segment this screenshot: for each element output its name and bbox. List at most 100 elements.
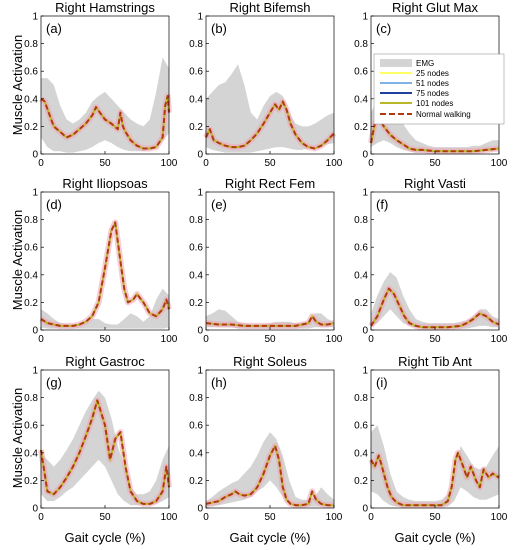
panel-8-ytick-label: 0.2: [189, 476, 203, 487]
panel-7-ytick-label: 1: [32, 366, 38, 377]
panel-1-emg-band: [41, 57, 169, 153]
panel-4: 0 0.2 0.4 0.6 0.8 1 0 50 100 Right Iliopsoas(d): [24, 176, 178, 345]
legend-label-75-nodes: 75 nodes: [416, 89, 449, 98]
panel-2-ytick-label: 1: [197, 12, 203, 23]
panel-9-ytick-label: 1: [362, 366, 368, 377]
panel-4-xtick-label: 50: [99, 334, 111, 345]
panel-3-ytick-label: 0.6: [354, 67, 368, 78]
panel-1-xtick-label: 100: [161, 158, 178, 169]
panel-6-panel-label: (f): [376, 197, 388, 212]
panel-7-ytick-label: 0.2: [24, 476, 38, 487]
panel-2-title: Right Bifemsh: [230, 0, 311, 15]
panel-6-line-normal-walking: [370, 287, 500, 329]
y-axis-label-row-3: Muscle Activation: [10, 388, 25, 488]
panel-2-panel-label: (b): [211, 21, 227, 36]
panel-1: 0 0.2 0.4 0.6 0.8 1 0 50 100 Right Hamstrings (a): [24, 0, 178, 169]
panel-4-ytick-label: 0.6: [24, 243, 38, 254]
panel-4-ytick-label: 0.2: [24, 298, 38, 309]
y-axis-label-row-2: Muscle Activation: [10, 210, 25, 310]
panel-8-panel-label: (h): [211, 375, 227, 390]
panel-6-ytick-label: 0.6: [354, 243, 368, 254]
panel-5-xtick-label: 100: [326, 334, 343, 345]
panel-5-ytick-label: 0: [197, 326, 203, 337]
panel-9-ytick-label: 0.4: [354, 448, 368, 459]
panel-1-line-normal-walking: [40, 95, 170, 150]
panel-6-ytick-label: 0.4: [354, 270, 368, 281]
y-axis-label-row-1: Muscle Activation: [10, 35, 25, 135]
panel-9-ytick-label: 0: [362, 504, 368, 515]
panel-3-xtick-label: 50: [429, 158, 441, 169]
panel-7-emg-band: [41, 390, 169, 506]
panel-1-ytick-label: 1: [32, 12, 38, 23]
panel-7-xtick-label: 100: [161, 512, 178, 523]
panel-8-xtick-label: 0: [203, 512, 209, 523]
panel-2-ytick-label: 0.8: [189, 39, 203, 50]
panel-2-line-normal-walking: [205, 100, 335, 150]
panel-8-xtick-label: 100: [326, 512, 343, 523]
panel-9-line-normal-walking: [370, 451, 500, 507]
panel-8-ytick-label: 0.4: [189, 448, 203, 459]
panel-1-ytick-label: 0.6: [24, 67, 38, 78]
panel-7-ytick-label: 0: [32, 504, 38, 515]
panel-8-line-normal-walking: [205, 444, 334, 507]
panel-4-title: Right Iliopsoas: [62, 176, 148, 191]
panel-7-xtick-label: 50: [99, 512, 111, 523]
panel-9-emg-band: [371, 425, 499, 507]
panel-1-title: Right Hamstrings: [55, 0, 155, 15]
panel-9-title: Right Tib Ant: [398, 354, 472, 369]
panel-6-xtick-label: 50: [429, 334, 441, 345]
panel-9-ytick-label: 0.6: [354, 421, 368, 432]
panel-5-xtick-label: 0: [203, 334, 209, 345]
panel-1-ytick-label: 0.8: [24, 39, 38, 50]
panel-6-ytick-label: 1: [362, 188, 368, 199]
panel-6-emg-band: [371, 272, 499, 329]
panel-1-xtick-label: 0: [38, 158, 44, 169]
panel-8-ytick-label: 0.6: [189, 421, 203, 432]
legend-label-emg: EMG: [416, 59, 434, 68]
panel-4-emg-band: [41, 288, 169, 329]
panel-4-ytick-label: 0.8: [24, 215, 38, 226]
x-axis-label-col-2: Gait cycle (%): [230, 530, 311, 545]
panel-4-line-normal-walking: [40, 221, 170, 327]
panel-6-xtick-label: 0: [368, 334, 374, 345]
panel-3-xtick-label: 100: [491, 158, 508, 169]
panel-7-xtick-label: 0: [38, 512, 44, 523]
panel-4-ytick-label: 1: [32, 188, 38, 199]
panel-8: 0 0.2 0.4 0.6 0.8 1 0 50 100 Right Soleus (h): [189, 354, 343, 523]
panel-2-xtick-label: 50: [264, 158, 276, 169]
panel-9-ytick-label: 0.8: [354, 393, 368, 404]
panel-7-title: Right Gastroc: [65, 354, 145, 369]
panel-1-xtick-label: 50: [99, 158, 111, 169]
panel-9-panel-label: (i): [376, 375, 388, 390]
panel-9: 0 0.2 0.4 0.6 0.8 1 0 50 100 Right Tib Ant (i): [354, 354, 508, 523]
panel-2-ytick-label: 0.2: [189, 122, 203, 133]
panel-5-ytick-label: 0.6: [189, 243, 203, 254]
panel-7: 0 0.2 0.4 0.6 0.8 1 0 50 100 Right Gastroc(g): [24, 354, 178, 523]
panel-1-panel-label: (a): [46, 21, 62, 36]
legend-entry-75-nodes: 75 nodes: [380, 89, 449, 98]
panel-2-xtick-label: 0: [203, 158, 209, 169]
legend: EMG 25 nodes 51 nodes 75 nodes 101 nodes…: [373, 53, 505, 125]
x-axis-label-col-3: Gait cycle (%): [395, 530, 476, 545]
legend-label-101-nodes: 101 nodes: [416, 99, 453, 108]
panel-7-ytick-label: 0.6: [24, 421, 38, 432]
panel-8-title: Right Soleus: [233, 354, 307, 369]
panel-2-ytick-label: 0: [197, 150, 203, 161]
panel-8-emg-band: [206, 432, 334, 507]
panel-5: 0 0.2 0.4 0.6 0.8 1 0 50 100 Right Rect Fem (e): [189, 176, 343, 345]
panel-4-panel-label: (d): [46, 197, 62, 212]
panel-5-ytick-label: 1: [197, 188, 203, 199]
legend-swatch-emg: [380, 59, 412, 67]
panel-2-ytick-label: 0.6: [189, 67, 203, 78]
panel-5-ytick-label: 0.2: [189, 298, 203, 309]
panel-4-xtick-label: 0: [38, 334, 44, 345]
legend-label-normal-walking: Normal walking: [416, 110, 471, 119]
panel-8-xtick-label: 50: [264, 512, 276, 523]
panel-9-xtick-label: 50: [429, 512, 441, 523]
panel-5-xtick-label: 50: [264, 334, 276, 345]
panel-5-ytick-label: 0.4: [189, 270, 203, 281]
panel-7-line-normal-walking: [40, 399, 170, 505]
panel-2-xtick-label: 100: [326, 158, 343, 169]
panel-3-ytick-label: 0.2: [354, 122, 368, 133]
